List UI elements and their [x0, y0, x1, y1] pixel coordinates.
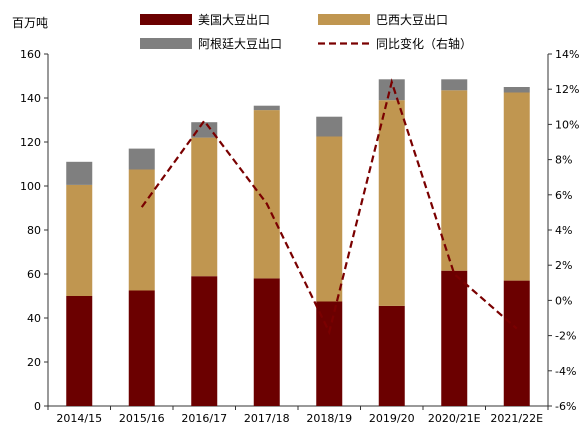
left-tick-label: 40 — [27, 312, 41, 325]
bar-argentina-7 — [503, 87, 530, 93]
left-tick-label: 20 — [27, 356, 41, 369]
legend: 美国大豆出口 巴西大豆出口 阿根廷大豆出口 同比变化（右轴） — [140, 13, 472, 51]
bar-us-4 — [316, 301, 343, 406]
right-tick-label: -4% — [555, 365, 576, 378]
right-tick-label: 0% — [555, 294, 572, 307]
x-tick-label: 2014/15 — [56, 412, 102, 425]
right-tick-label: 10% — [555, 118, 579, 131]
bar-us-1 — [128, 290, 155, 406]
legend-swatch-brazil — [318, 14, 370, 25]
axes: 0 20 40 60 80 100 120 140 160 -6% -4% -2% 0% 2% 4% 6% 8%… — [20, 48, 579, 413]
x-tick-label: 2017/18 — [244, 412, 290, 425]
bar-brazil-7 — [503, 92, 530, 281]
bar-brazil-5 — [378, 100, 405, 306]
legend-item-yoy: 同比变化（右轴） — [318, 36, 472, 51]
right-tick-label: -6% — [555, 400, 576, 413]
legend-swatch-argentina — [140, 38, 192, 49]
x-tick-label: 2021/22E — [490, 412, 543, 425]
right-tick-label: 8% — [555, 154, 572, 167]
legend-label-yoy: 同比变化（右轴） — [376, 36, 472, 51]
bar-brazil-0 — [66, 184, 93, 296]
bar-brazil-2 — [191, 137, 218, 277]
bar-brazil-6 — [441, 90, 468, 271]
bar-argentina-4 — [316, 116, 343, 137]
bar-us-2 — [191, 276, 218, 406]
x-tick-label: 2018/19 — [306, 412, 352, 425]
x-tick-labels: 2014/15 2015/16 2016/17 2017/18 2018/19 2019/… — [56, 412, 543, 425]
left-tick-label: 120 — [20, 136, 41, 149]
bar-us-3 — [253, 278, 280, 406]
right-tick-label: 14% — [555, 48, 579, 61]
bar-argentina-5 — [378, 79, 405, 101]
legend-label-us: 美国大豆出口 — [198, 13, 270, 27]
bars — [66, 79, 530, 406]
legend-swatch-us — [140, 14, 192, 25]
yoy-change-line — [140, 78, 518, 336]
right-tick-label: -2% — [555, 330, 576, 343]
bar-argentina-6 — [441, 79, 468, 91]
left-tick-label: 100 — [20, 180, 41, 193]
legend-label-brazil: 巴西大豆出口 — [376, 13, 448, 27]
right-tick-label: 4% — [555, 224, 572, 237]
right-tick-label: 6% — [555, 189, 572, 202]
bar-brazil-3 — [253, 110, 280, 279]
bar-argentina-0 — [66, 161, 93, 185]
right-tick-label: 12% — [555, 83, 579, 96]
right-tick-label: 2% — [555, 259, 572, 272]
line-layer — [140, 78, 518, 336]
bar-argentina-2 — [191, 122, 218, 138]
left-tick-label: 80 — [27, 224, 41, 237]
legend-item-us: 美国大豆出口 — [140, 13, 270, 27]
bar-us-7 — [503, 280, 530, 406]
bar-brazil-4 — [316, 136, 343, 302]
bar-us-0 — [66, 296, 93, 406]
left-tick-label: 140 — [20, 92, 41, 105]
left-tick-label: 160 — [20, 48, 41, 61]
x-tick-label: 2016/17 — [181, 412, 227, 425]
x-tick-label: 2019/20 — [369, 412, 415, 425]
bar-us-6 — [441, 270, 468, 406]
left-unit-label: 百万吨 — [12, 16, 48, 30]
legend-label-argentina: 阿根廷大豆出口 — [198, 37, 282, 51]
legend-item-argentina: 阿根廷大豆出口 — [140, 37, 282, 51]
bar-argentina-1 — [128, 148, 155, 170]
left-tick-label: 60 — [27, 268, 41, 281]
bar-argentina-3 — [253, 105, 280, 111]
bar-us-5 — [378, 305, 405, 406]
x-tick-label: 2015/16 — [119, 412, 165, 425]
legend-item-brazil: 巴西大豆出口 — [318, 13, 448, 27]
left-tick-label: 0 — [34, 400, 41, 413]
x-tick-label: 2020/21E — [428, 412, 481, 425]
bar-brazil-1 — [128, 169, 155, 291]
